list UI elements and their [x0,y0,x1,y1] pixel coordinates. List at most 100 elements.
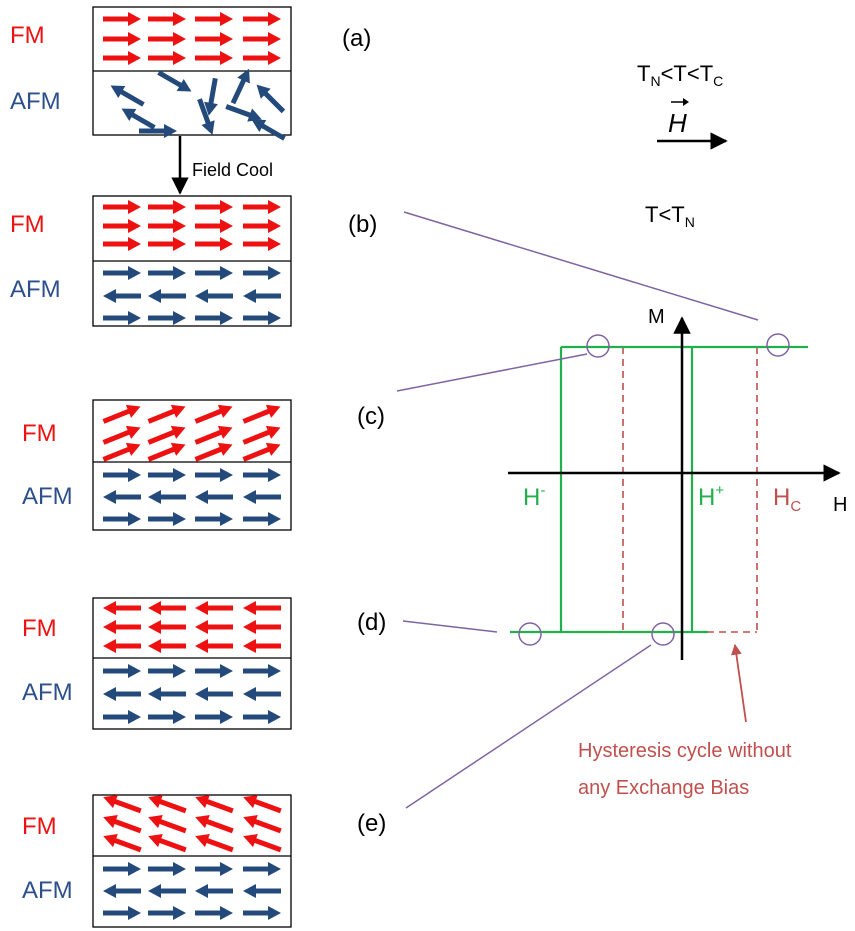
afm-spin-arrow [103,687,141,701]
afm-spin-arrow [148,664,186,678]
field-cool-label: Field Cool [192,160,273,180]
fm-spin-arrow [195,237,233,251]
fm-spin-arrow [103,51,141,65]
afm-spin-arrow [197,98,215,135]
vector-overarrow-icon [671,98,689,106]
step-label-c: (c) [357,403,385,430]
afm-spin-arrow [148,311,186,325]
afm-spin-arrow [103,664,141,678]
afm-label-a: AFM [10,88,61,115]
afm-spin-arrow [195,468,233,482]
fm-spin-arrow [195,795,234,814]
afm-spin-arrow [103,862,141,876]
afm-spin-arrow [103,311,141,325]
callout-b [403,211,790,357]
afm-spin-arrow [243,710,281,724]
fm-spin-arrow [243,795,282,814]
afm-spin-arrow [195,687,233,701]
fm-spin-arrow [148,620,186,634]
fm-spin-arrow [243,639,281,653]
fm-spin-arrow [194,404,233,424]
panel-d [92,597,292,730]
afm-spin-arrow [243,906,281,920]
fm-spin-arrow [148,639,186,653]
fm-spin-arrow [103,200,141,214]
afm-spin-arrow [195,490,233,504]
step-label-d: (d) [357,609,386,636]
fm-spin-arrow [102,442,141,462]
fm-spin-arrow [242,442,281,462]
afm-spin-arrow [110,85,145,107]
afm-spin-arrow [230,68,250,105]
fm-spin-arrow [147,425,186,445]
afm-spin-arrow [103,266,141,280]
fm-label-e: FM [22,813,57,840]
panel-a [92,6,292,136]
fm-spin-arrow [103,32,141,46]
fm-label-c: FM [22,420,57,447]
afm-spin-arrow [148,687,186,701]
fm-spin-arrow [148,601,186,615]
afm-label-c: AFM [22,483,73,510]
afm-spin-arrow [103,512,141,526]
fm-spin-arrow [243,51,281,65]
afm-spin-arrow [148,468,186,482]
panel-e [92,794,292,928]
fm-spin-arrow [103,834,142,853]
afm-label-b: AFM [10,276,61,303]
fm-label-d: FM [22,615,57,642]
fm-spin-arrow [195,51,233,65]
fm-spin-arrow [102,404,141,424]
afm-spin-arrow [225,104,262,122]
fm-spin-arrow [147,442,186,462]
h-plus-label: H+ [698,482,724,511]
afm-spin-arrow [157,70,192,92]
callout-c [396,334,610,392]
fm-spin-arrow [103,12,141,26]
afm-spin-arrow [251,119,286,141]
afm-spin-arrow [148,490,186,504]
afm-spin-arrow [148,710,186,724]
afm-spin-arrow [103,289,141,303]
afm-label-d: AFM [22,679,73,706]
afm-spin-arrow [103,710,141,724]
panel-c [92,399,292,531]
afm-spin-arrow [195,710,233,724]
afm-spin-arrow [121,108,156,130]
afm-spin-arrow [195,906,233,920]
fm-spin-arrow [148,200,186,214]
fm-spin-arrow [195,601,233,615]
afm-spin-arrow [195,311,233,325]
h-minus-label: H- [523,482,545,511]
fm-label-b: FM [10,211,45,238]
fm-spin-arrow [103,601,141,615]
afm-spin-arrow [148,266,186,280]
fm-spin-arrow [195,200,233,214]
afm-spin-arrow [243,664,281,678]
afm-spin-arrow [204,77,218,116]
afm-spin-arrow [243,884,281,898]
afm-spin-arrow [103,906,141,920]
afm-spin-arrow [243,468,281,482]
fm-spin-arrow [243,834,282,853]
field-vector-label: H [668,108,687,138]
fm-spin-arrow [243,237,281,251]
fm-spin-arrow [195,32,233,46]
afm-spin-arrow [103,468,141,482]
m-axis-label: M [648,306,665,328]
afm-spin-arrow [243,266,281,280]
fm-spin-arrow [148,12,186,26]
afm-spin-arrow [195,289,233,303]
hysteresis-loop-exchange-biased [510,345,808,634]
fm-spin-arrow [103,237,141,251]
panel-b [92,195,292,327]
step-label-a: (a) [342,25,371,52]
afm-spin-arrow [243,311,281,325]
fm-spin-arrow [194,425,233,445]
caption-line-1: Hysteresis cycle without [578,740,792,762]
fm-spin-arrow [103,620,141,634]
afm-spin-arrow [148,862,186,876]
callout-e [405,622,675,809]
step-label-e: (e) [357,810,386,837]
temp-condition-above-neel: TN<T<TC [637,61,723,89]
